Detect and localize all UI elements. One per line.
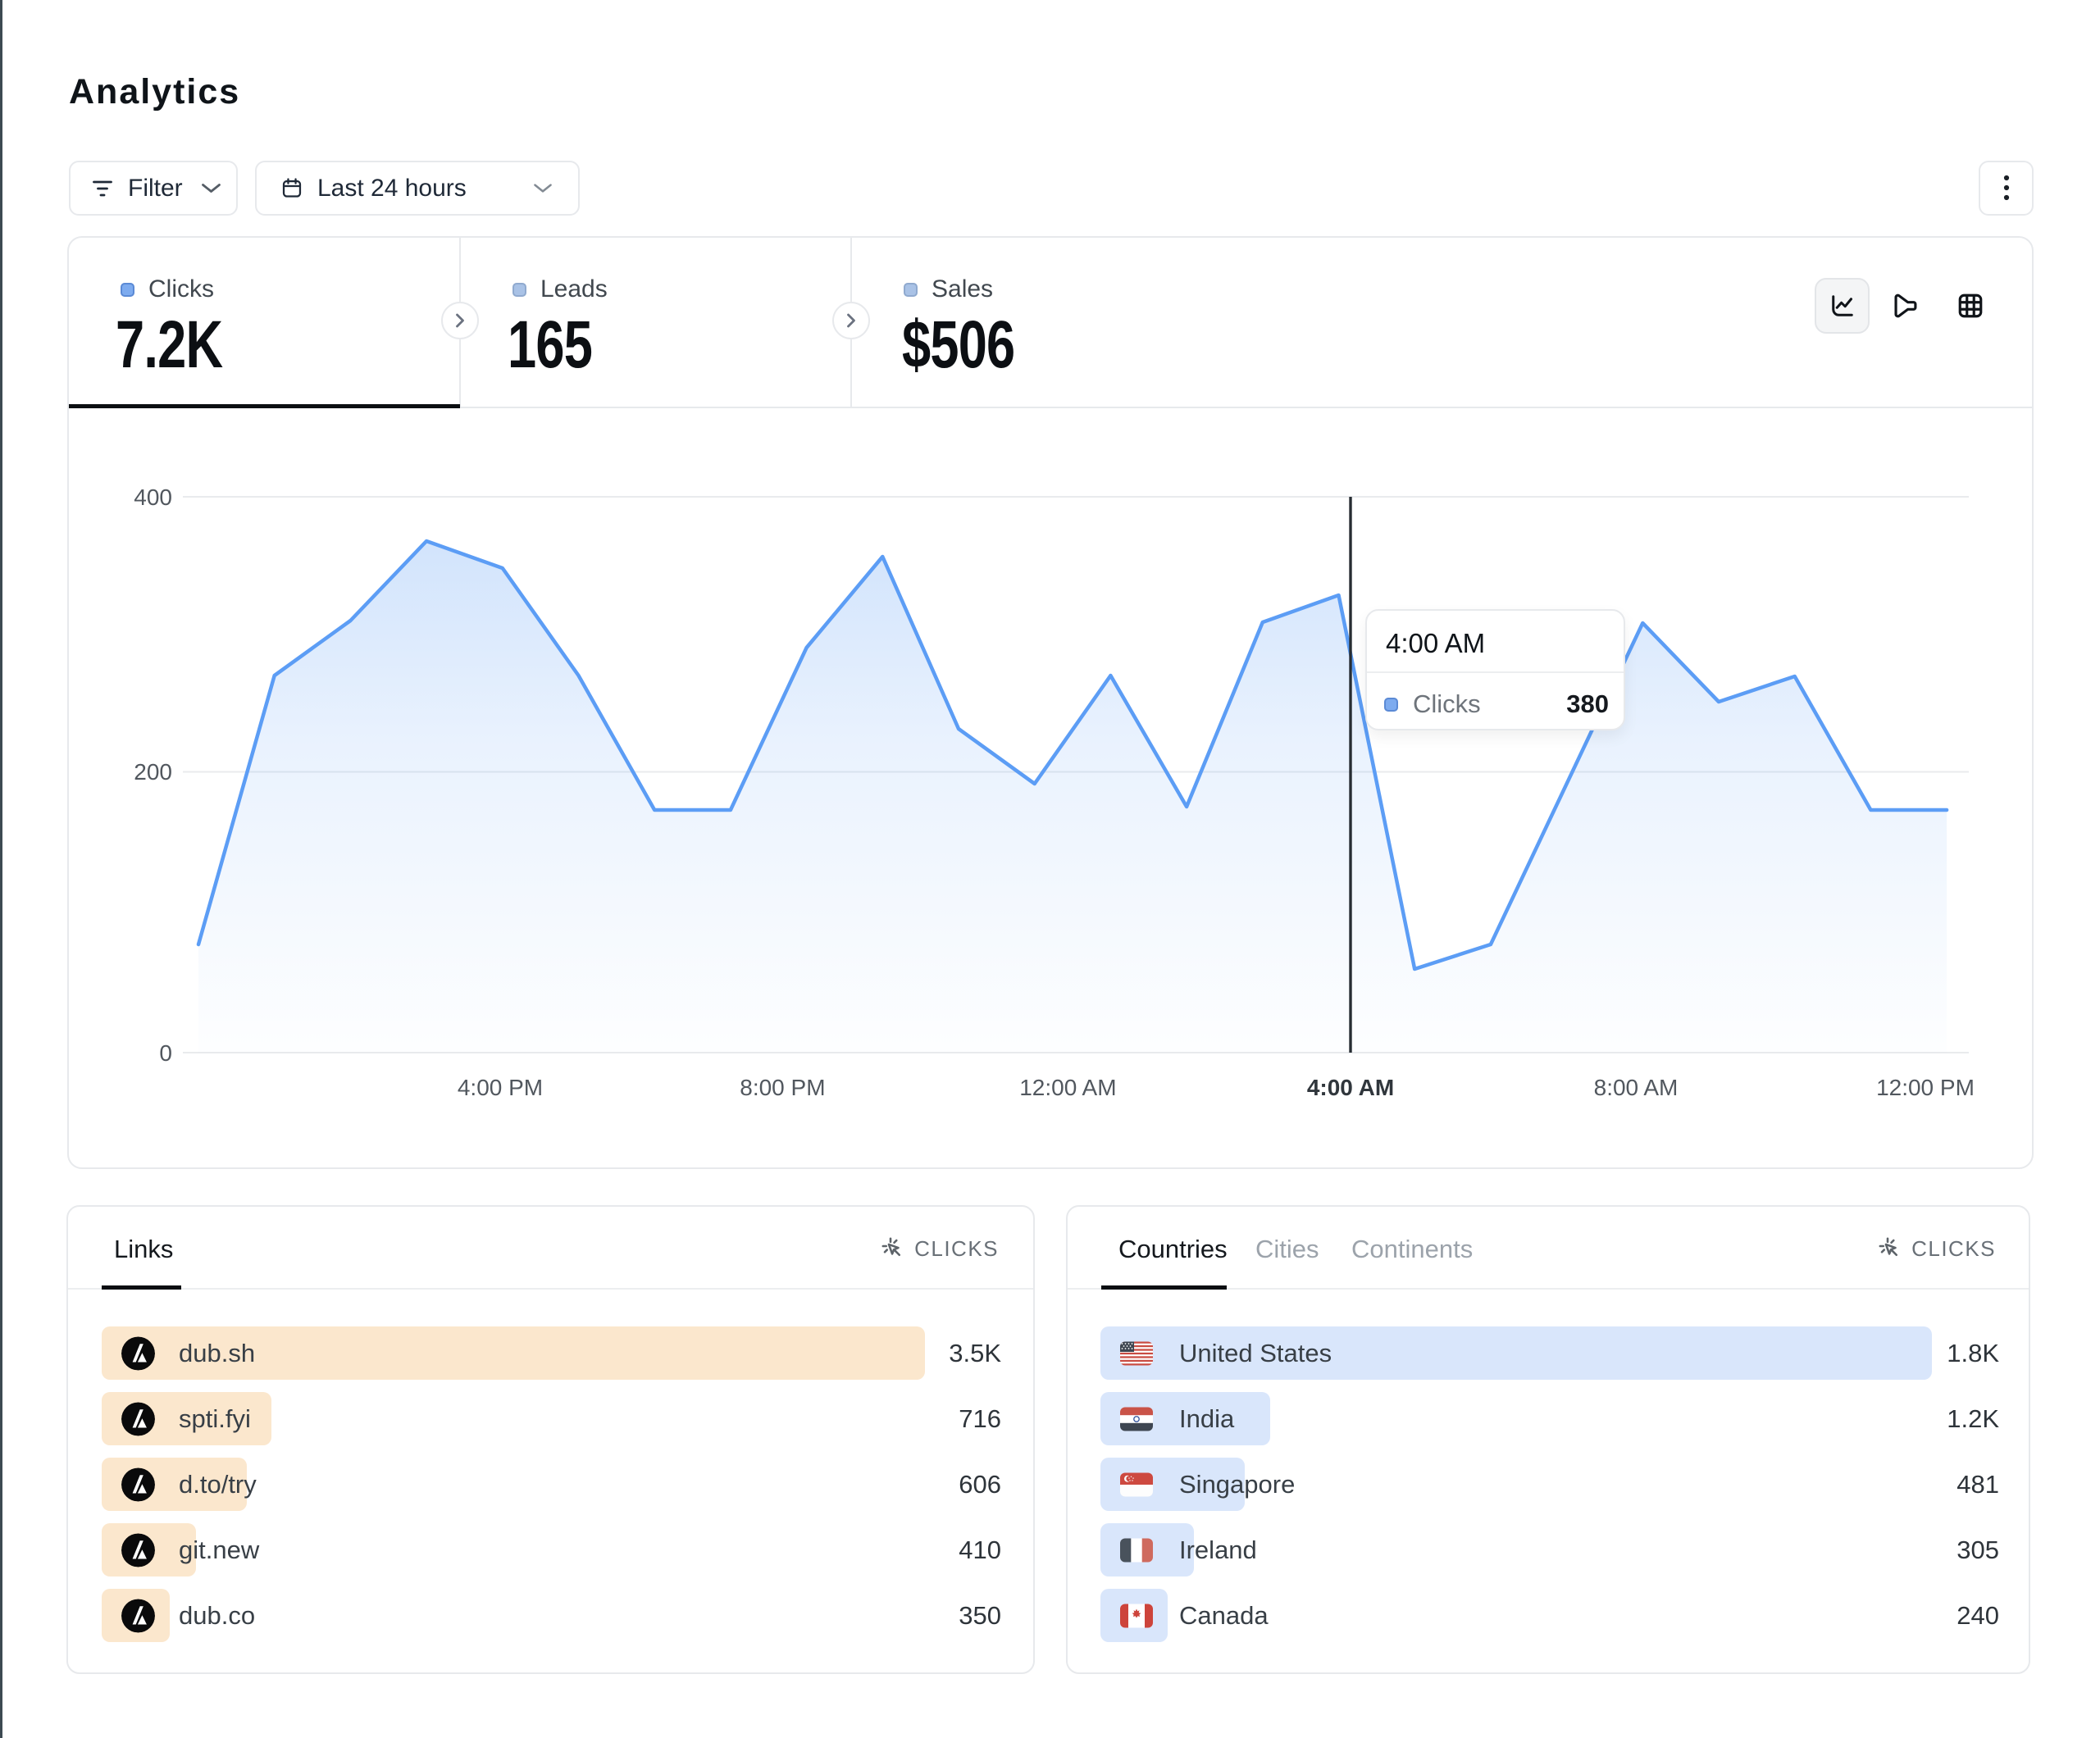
svg-text:400: 400: [134, 485, 172, 510]
svg-text:200: 200: [134, 759, 172, 785]
svg-text:8:00 AM: 8:00 AM: [1594, 1075, 1679, 1100]
svg-text:4:00 AM: 4:00 AM: [1307, 1075, 1394, 1100]
svg-text:8:00 PM: 8:00 PM: [740, 1075, 825, 1100]
svg-text:0: 0: [159, 1040, 172, 1066]
svg-text:12:00 PM: 12:00 PM: [1876, 1075, 1975, 1100]
svg-text:4:00 PM: 4:00 PM: [458, 1075, 543, 1100]
svg-text:12:00 AM: 12:00 AM: [1019, 1075, 1116, 1100]
